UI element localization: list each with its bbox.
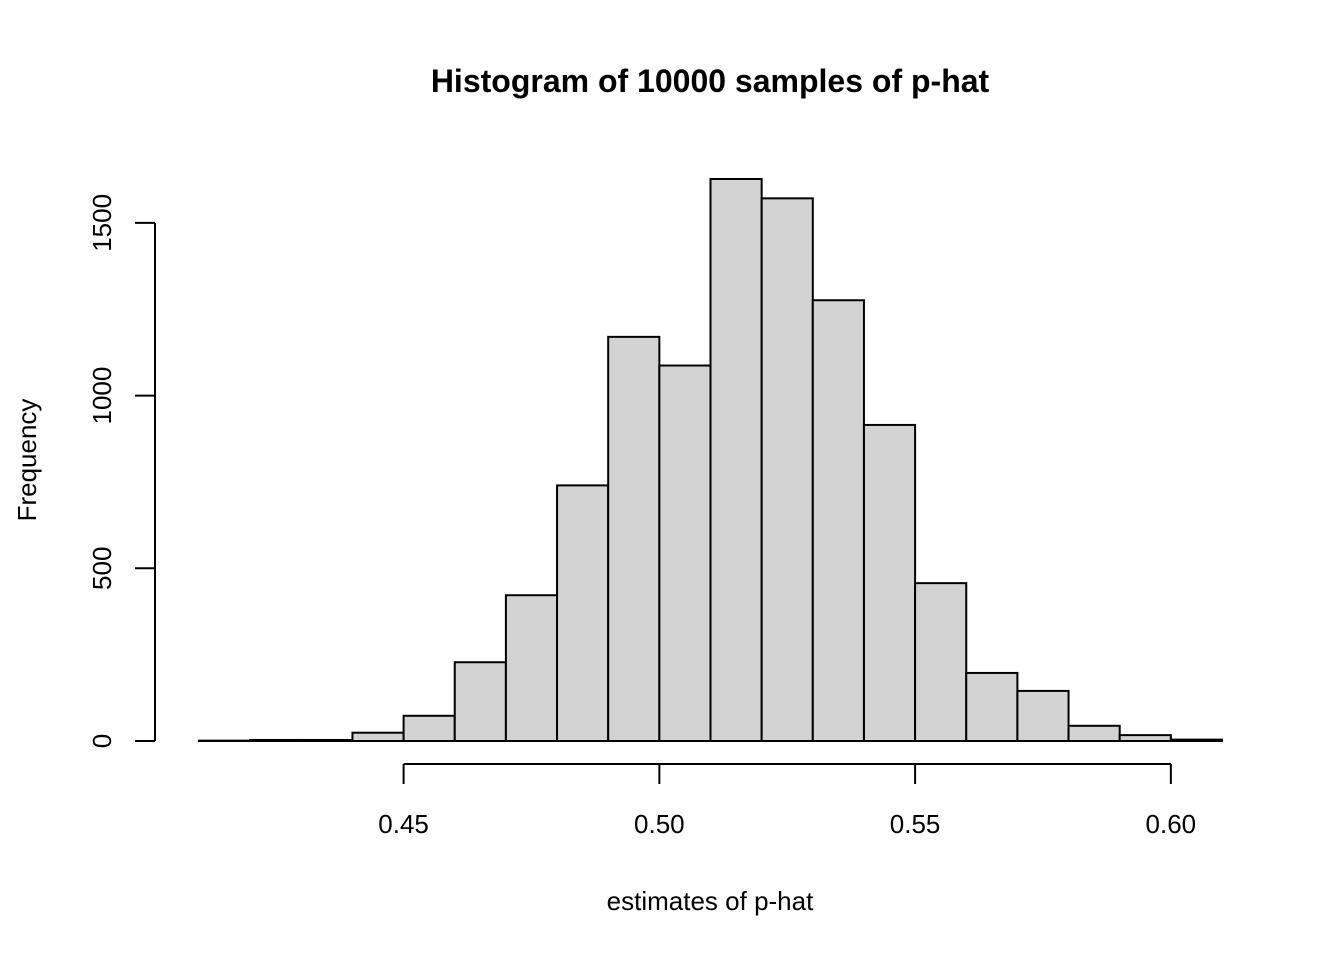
- x-tick-label: 0.55: [890, 809, 941, 839]
- y-tick-label: 0: [87, 734, 117, 748]
- histogram-bar: [504, 594, 559, 742]
- histogram-bar: [658, 364, 712, 742]
- histogram-bar: [862, 423, 917, 742]
- y-axis: 0 500 1000 1500: [87, 194, 156, 748]
- histogram-bar: [1118, 734, 1172, 743]
- chart-title: Histogram of 10000 samples of p-hat: [431, 63, 990, 99]
- y-tick-label: 1000: [87, 367, 117, 425]
- histogram-bar: [249, 738, 303, 743]
- histogram-bar: [1169, 738, 1223, 742]
- histogram-bar: [965, 671, 1019, 743]
- y-tick-label: 500: [87, 547, 117, 590]
- histogram-bar: [300, 738, 354, 743]
- y-axis-label: Frequency: [12, 399, 42, 522]
- histogram-bar: [914, 582, 968, 742]
- histogram-bars: [198, 178, 1223, 743]
- histogram-bar: [402, 714, 456, 742]
- x-axis: 0.45 0.50 0.55 0.60: [378, 763, 1197, 839]
- x-tick-label: 0.50: [634, 809, 685, 839]
- x-tick-label: 0.60: [1146, 809, 1197, 839]
- histogram-bar: [1016, 689, 1070, 742]
- x-tick-label: 0.45: [378, 809, 429, 839]
- histogram-bar: [811, 299, 865, 742]
- histogram-bar: [556, 484, 610, 743]
- histogram-bar: [351, 731, 405, 743]
- histogram-bar: [607, 335, 661, 742]
- histogram-bar: [453, 661, 507, 743]
- x-axis-label: estimates of p-hat: [607, 886, 814, 916]
- histogram-bar: [709, 178, 763, 742]
- histogram-bar: [760, 197, 814, 743]
- y-tick-label: 1500: [87, 194, 117, 252]
- histogram-bar: [1067, 724, 1121, 742]
